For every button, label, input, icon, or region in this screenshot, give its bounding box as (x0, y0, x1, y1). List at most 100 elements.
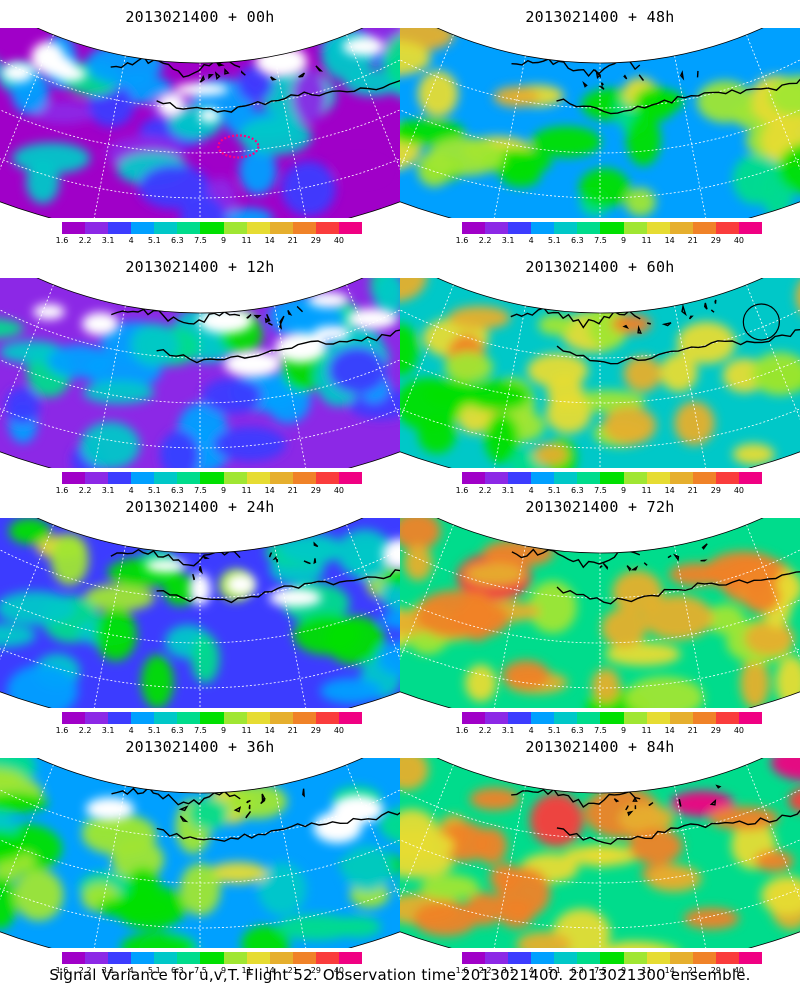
variance-blob (531, 126, 602, 158)
colorbar-swatch (200, 712, 224, 724)
longitude-line (274, 55, 309, 218)
variance-blob (81, 814, 157, 855)
observation-circle (742, 303, 780, 341)
colorbar-swatch (623, 472, 647, 484)
colorbar-label: 11 (641, 486, 652, 495)
below-threshold-area (313, 811, 362, 844)
colorbar-label: 21 (287, 236, 298, 245)
variance-blob (642, 595, 714, 640)
colorbar-label: 6.3 (571, 726, 584, 735)
island-outline (298, 72, 306, 78)
colorbar-swatch (554, 952, 578, 964)
colorbar-label: 2.2 (78, 486, 92, 495)
colorbar-swatch (292, 222, 316, 234)
variance-blob (374, 278, 400, 318)
colorbar-label: 3.1 (101, 236, 115, 245)
colorbar-label: 3.1 (101, 486, 115, 495)
below-threshold-area (174, 82, 229, 96)
colorbar-swatch (577, 712, 601, 724)
variance-blob (379, 578, 400, 610)
map-panel: 2013021400 + 12h 1.6 2.2 3.1 4 5.1 6.3 7.5 9 11 1… (0, 250, 400, 498)
colorbar-swatch (292, 712, 316, 724)
colorbar-swatch (62, 712, 86, 724)
island-outline (632, 796, 638, 802)
variance-blob (438, 822, 490, 862)
variance-blob (202, 378, 262, 414)
variance-blob (605, 642, 681, 666)
colorbar-swatch (131, 712, 155, 724)
variance-blob (754, 850, 794, 872)
island-outline (264, 317, 271, 324)
longitude-line (91, 55, 126, 218)
island-outline (199, 75, 205, 83)
colorbar-swatch (292, 472, 316, 484)
colorbar-swatch (269, 472, 293, 484)
colorbar-label: 4 (528, 486, 534, 495)
variance-blob (138, 164, 210, 209)
variance-blob (0, 623, 36, 648)
variance-blob (120, 932, 197, 948)
map-border (0, 278, 400, 468)
colorbar-swatch (223, 472, 247, 484)
below-threshold-area (226, 573, 256, 596)
map-border (0, 28, 400, 218)
colorbar-label: 9 (220, 236, 227, 245)
variance-blob (400, 278, 427, 302)
colorbar-label: 14 (664, 726, 675, 735)
panel-title: 2013021400 + 48h (525, 8, 675, 26)
longitude-line (400, 284, 454, 448)
colorbar-label: 29 (310, 486, 321, 495)
below-threshold-area (382, 538, 400, 570)
variance-blob (382, 565, 400, 588)
colorbar-label: 1.6 (55, 726, 69, 735)
variance-blob (674, 401, 715, 446)
island-outline (688, 315, 694, 320)
longitude-line (491, 305, 526, 468)
colorbar-label: 14 (264, 236, 275, 245)
variance-blob (709, 806, 779, 831)
variance-blob (760, 114, 800, 167)
colorbar-swatch (715, 712, 739, 724)
colorbar-labels: 1.6 2.2 3.1 4 5.1 6.3 7.5 9 11 14 21 29 40 (456, 726, 762, 736)
variance-blob (465, 380, 530, 412)
longitude-line (0, 34, 54, 198)
colorbar-swatch (223, 952, 247, 964)
variance-blob (777, 142, 800, 196)
variance-blob (227, 784, 288, 819)
colorbar-swatch (154, 952, 178, 964)
coastline-segment (156, 313, 400, 364)
variance-blob (0, 792, 49, 814)
variance-blob (579, 168, 630, 208)
below-threshold-area (82, 312, 119, 336)
colorbar-labels: 1.6 2.2 3.1 4 5.1 6.3 7.5 9 11 14 21 29 40 (456, 236, 762, 246)
map-panel: 2013021400 + 24h 1.6 2.2 3.1 4 5.1 6.3 7.5 9 11 1… (0, 490, 400, 738)
variance-blob (669, 790, 735, 817)
island-outline (248, 804, 251, 810)
island-outline (598, 85, 605, 90)
variance-blob (5, 387, 40, 425)
island-outline (701, 543, 708, 550)
field-blobs (0, 758, 400, 948)
colorbar-swatch (600, 712, 624, 724)
colorbar-swatch (623, 222, 647, 234)
colorbar (462, 712, 763, 724)
colorbar-label: 2.2 (478, 236, 492, 245)
coastline-segment (556, 796, 800, 845)
colorbar-label: 29 (710, 966, 721, 975)
colorbar-label: 11 (241, 726, 252, 735)
colorbar-label: 14 (264, 726, 275, 735)
colorbar-label: 3.1 (501, 236, 515, 245)
colorbar-swatch (315, 472, 339, 484)
variance-blob (601, 608, 647, 648)
field-blobs (0, 278, 400, 468)
island-outline (275, 557, 278, 563)
variance-blob (400, 758, 429, 791)
variance-field (0, 758, 400, 948)
island-outline (178, 805, 189, 812)
variance-blob (365, 28, 400, 56)
coastline-segment (156, 556, 400, 604)
colorbar-label: 21 (287, 726, 298, 735)
island-outline (202, 555, 210, 560)
island-outline (296, 306, 304, 313)
variance-map (0, 278, 400, 468)
